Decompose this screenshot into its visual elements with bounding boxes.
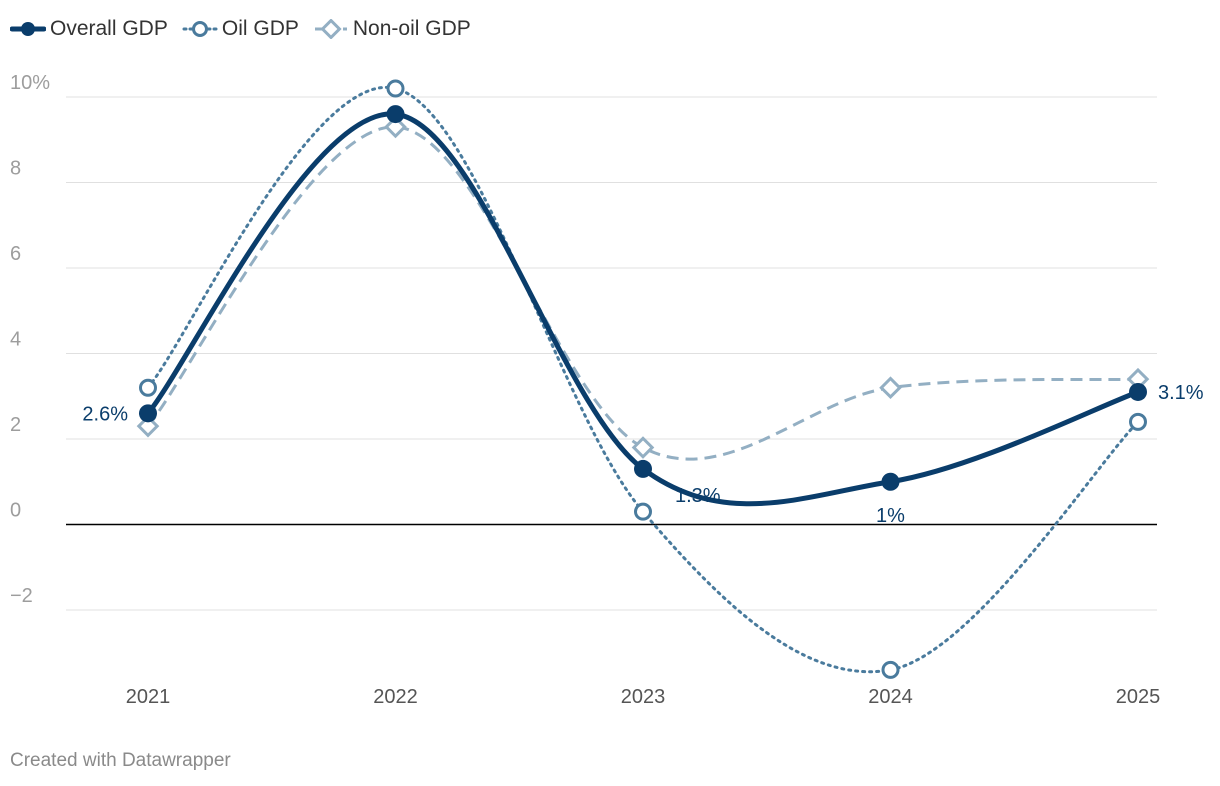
y-tick-label: −2 <box>10 585 33 607</box>
data-point-oil-gdp[interactable] <box>386 79 405 98</box>
data-label-overall-gdp: 2.6% <box>82 403 128 425</box>
legend-label-oil-gdp: Oil GDP <box>221 17 299 40</box>
data-point-oil-gdp[interactable] <box>1129 412 1147 431</box>
y-tick-label: 4 <box>10 329 21 351</box>
legend-label-non-oil-gdp: Non-oil GDP <box>352 17 471 40</box>
legend-marker-non-oil-gdp <box>314 19 347 39</box>
data-point-oil-gdp[interactable] <box>881 660 900 679</box>
series-non-oil-gdp <box>136 115 1150 461</box>
data-point-overall-gdp[interactable] <box>1129 382 1147 401</box>
x-axis: 2021 2022 2023 2024 2025 <box>126 686 1161 708</box>
y-tick-label: 0 <box>10 500 21 522</box>
data-point-non-oil-gdp[interactable] <box>879 376 902 400</box>
y-tick-label: 6 <box>10 243 21 265</box>
legend-marker-oil-gdp <box>182 21 218 37</box>
y-tick-label: 10% <box>10 72 50 94</box>
data-point-overall-gdp[interactable] <box>139 404 157 423</box>
y-tick-label: 2 <box>10 414 21 436</box>
data-point-non-oil-gdp[interactable] <box>136 414 160 438</box>
data-label-overall-gdp: 1% <box>876 505 905 527</box>
data-point-oil-gdp[interactable] <box>139 378 157 397</box>
x-tick-label: 2023 <box>621 686 666 708</box>
chart-legend: Overall GDP Oil GDP Non-oil GDP <box>10 14 471 44</box>
legend-item-non-oil-gdp[interactable]: Non-oil GDP <box>313 17 471 41</box>
series-line-overall-gdp <box>145 111 1141 507</box>
data-labels: 2.6% 1.3% 1% 3.1% <box>82 382 1203 527</box>
data-point-overall-gdp[interactable] <box>881 472 900 491</box>
x-tick-label: 2021 <box>126 686 171 708</box>
data-point-oil-gdp[interactable] <box>634 502 652 521</box>
data-label-overall-gdp: 3.1% <box>1158 382 1204 404</box>
series-line-oil-gdp <box>146 85 1140 674</box>
data-point-non-oil-gdp[interactable] <box>1126 367 1150 391</box>
x-tick-label: 2022 <box>373 686 418 708</box>
legend-label-overall-gdp: Overall GDP <box>50 17 168 40</box>
data-point-non-oil-gdp[interactable] <box>384 115 407 139</box>
data-point-overall-gdp[interactable] <box>386 105 405 124</box>
y-tick-label: 8 <box>10 158 21 180</box>
data-point-non-oil-gdp[interactable] <box>631 436 655 459</box>
series-overall-gdp <box>139 105 1147 507</box>
legend-item-oil-gdp[interactable]: Oil GDP <box>182 17 299 41</box>
credit-text: Created with Datawrapper <box>10 750 231 771</box>
series-oil-gdp <box>139 79 1147 679</box>
y-grid: −2 0 2 4 6 8 10% <box>10 72 1157 611</box>
x-tick-label: 2024 <box>868 686 913 708</box>
x-tick-label: 2025 <box>1116 686 1161 708</box>
legend-item-overall-gdp[interactable]: Overall GDP <box>10 17 168 41</box>
legend-marker-overall-gdp <box>10 22 46 36</box>
data-point-overall-gdp[interactable] <box>634 459 652 478</box>
series-line-non-oil-gdp <box>146 125 1139 461</box>
data-label-overall-gdp: 1.3% <box>675 485 721 507</box>
